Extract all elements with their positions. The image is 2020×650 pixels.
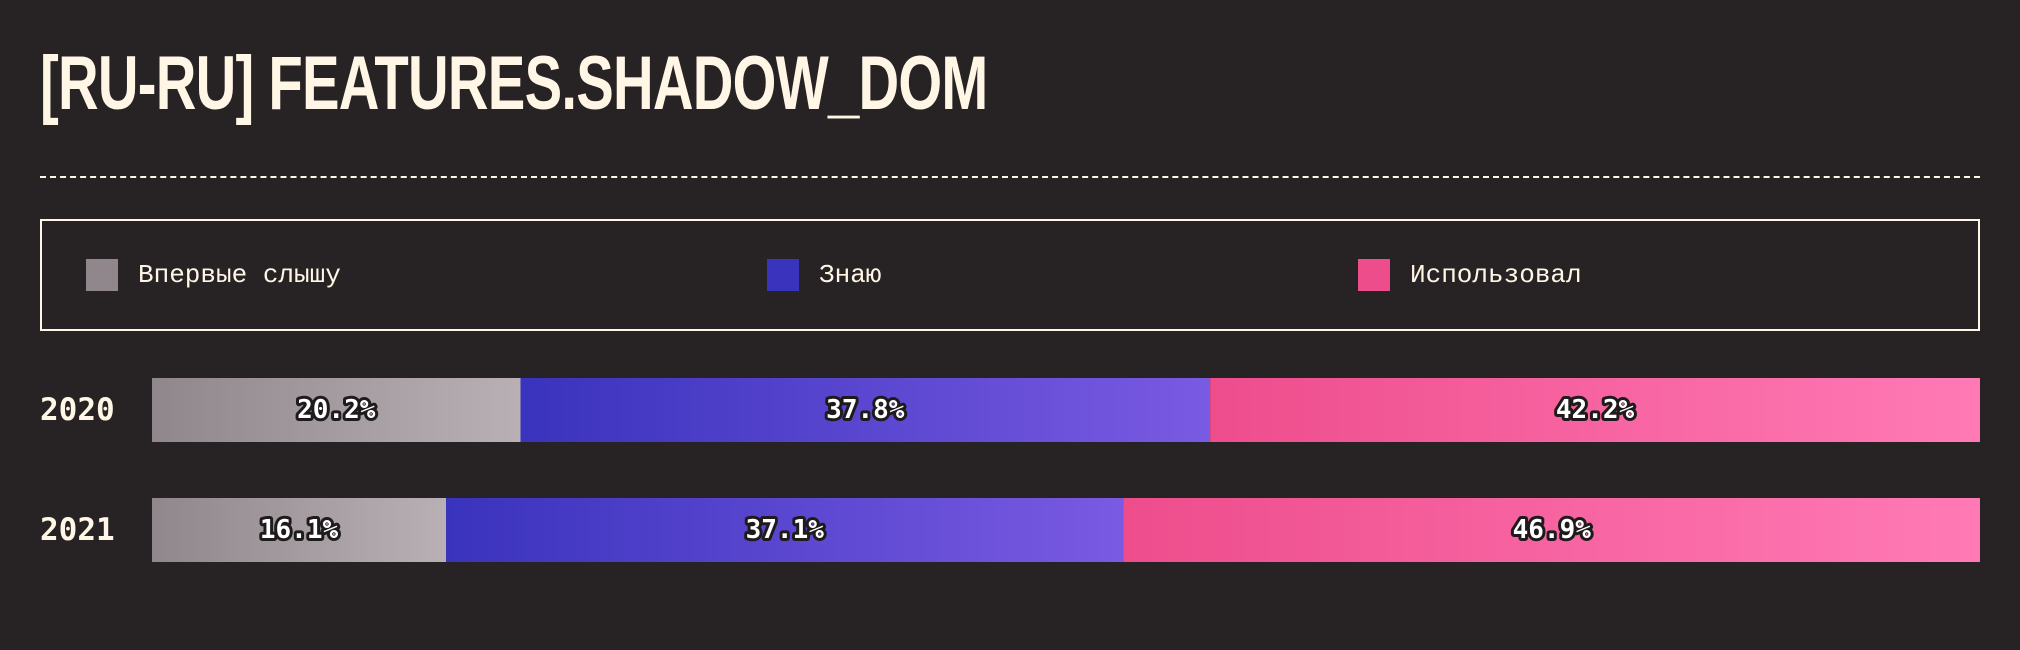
legend-item-first-time[interactable]: Впервые слышу <box>86 259 341 291</box>
row-label-2021: 2021 <box>40 512 115 548</box>
legend-item-used[interactable]: Использовал <box>1358 259 1582 291</box>
legend-swatch-used <box>1358 259 1390 291</box>
bar-segment-2020-used[interactable] <box>1210 378 1980 442</box>
segment-label-2020-used: 42.2% <box>1556 395 1635 425</box>
legend-label-know: Знаю <box>819 260 882 290</box>
title-divider <box>40 176 1980 178</box>
segment-label-2021-know: 37.1% <box>746 515 825 545</box>
segment-label-2021-first-time: 16.1% <box>260 515 339 545</box>
legend-label-first-time: Впервые слышу <box>138 260 341 290</box>
legend-label-used: Использовал <box>1410 260 1582 290</box>
segment-label-2020-know: 37.8% <box>826 395 905 425</box>
bar-segment-2020-first-time[interactable] <box>152 378 521 442</box>
legend: Впервые слышу Знаю Использовал <box>40 219 1980 331</box>
bar-segment-2021-know[interactable] <box>446 498 1124 562</box>
bar-segment-2021-first-time[interactable] <box>152 498 447 562</box>
chart-title: [RU-RU] FEATURES.SHADOW_DOM <box>40 41 988 126</box>
legend-item-know[interactable]: Знаю <box>767 259 881 291</box>
row-label-2020: 2020 <box>40 392 115 428</box>
legend-swatch-know <box>767 259 799 291</box>
bar-segment-2020-know[interactable] <box>520 378 1211 442</box>
legend-swatch-first-time <box>86 259 118 291</box>
bar-segment-2021-used[interactable] <box>1123 498 1980 562</box>
segment-label-2020-first-time: 20.2% <box>297 395 376 425</box>
segment-label-2021-used: 46.9% <box>1513 515 1592 545</box>
